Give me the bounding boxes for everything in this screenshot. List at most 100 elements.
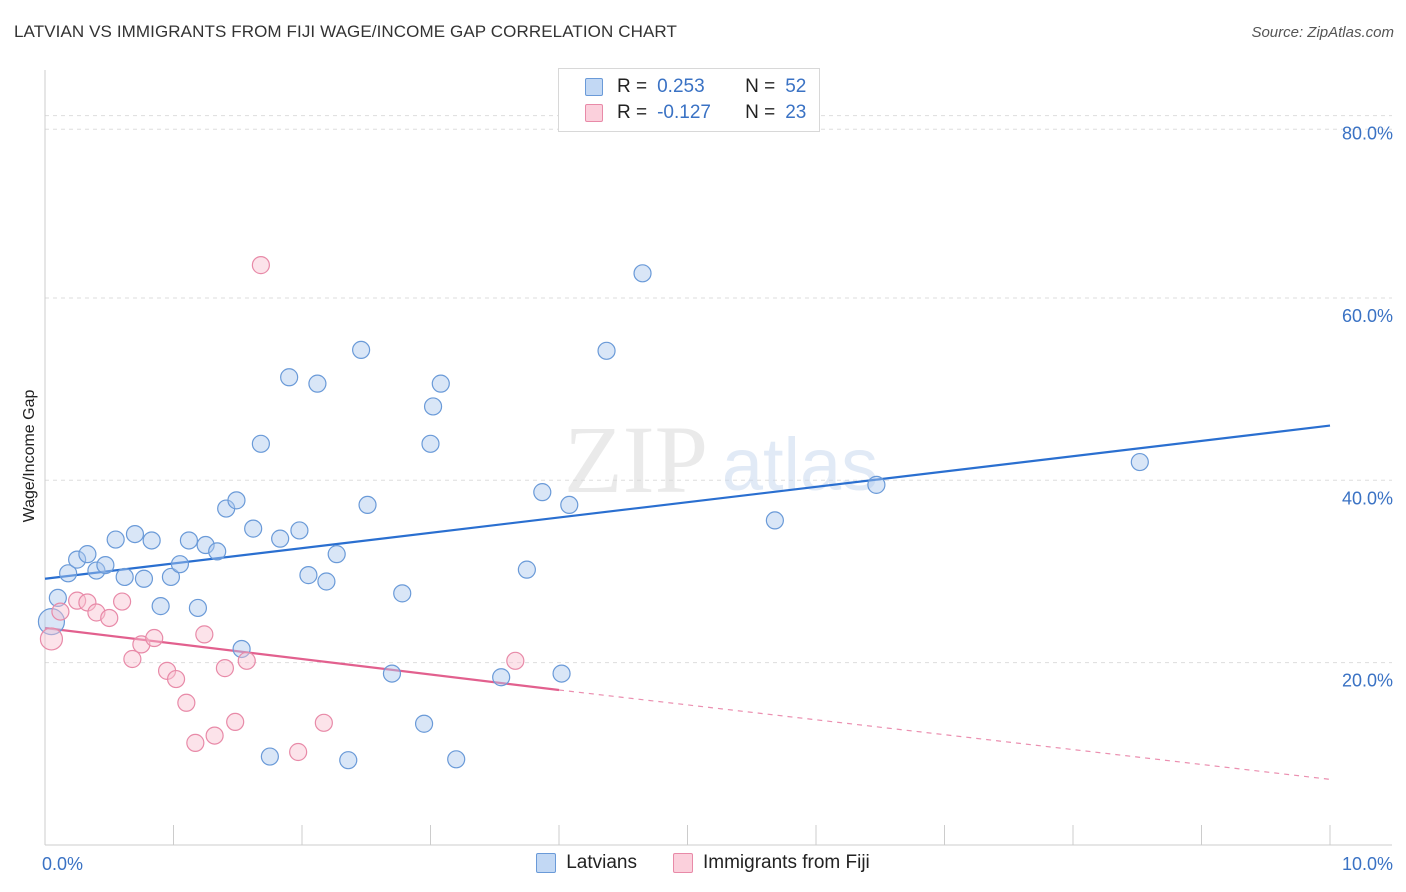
point-latvians	[317, 572, 336, 591]
point-latvians	[327, 545, 346, 564]
tick-labels: 20.0% 40.0% 60.0% 80.0% 0.0% 10.0%	[42, 124, 1393, 874]
point-latvians	[560, 495, 579, 515]
point-fiji	[289, 742, 308, 762]
point-latvians	[48, 588, 67, 608]
watermark: ZIP atlas	[564, 406, 878, 513]
point-fiji	[506, 651, 525, 670]
point-latvians	[280, 368, 299, 387]
point-latvians	[393, 584, 412, 603]
legend-swatch-latvians	[585, 78, 603, 96]
chart-title: LATVIAN VS IMMIGRANTS FROM FIJI WAGE/INC…	[14, 22, 677, 41]
point-fiji	[205, 726, 224, 745]
x-tick-label: 0.0%	[42, 854, 83, 874]
stats-legend: R = 0.253 N = 52 R = -0.127 N = 23	[558, 68, 820, 132]
legend-item-latvians[interactable]: Latvians	[536, 852, 637, 874]
legend-swatch-latvians	[536, 853, 557, 873]
point-latvians	[188, 598, 208, 618]
point-latvians	[170, 555, 190, 574]
point-fiji	[215, 659, 234, 678]
point-latvians	[414, 714, 434, 733]
point-latvians	[161, 567, 181, 587]
point-latvians	[358, 495, 377, 515]
point-latvians	[271, 529, 290, 548]
point-latvians	[227, 491, 246, 510]
legend-swatch-fiji	[585, 104, 603, 122]
watermark-atlas: atlas	[722, 423, 878, 506]
point-latvians	[423, 397, 443, 416]
point-latvians	[96, 555, 115, 575]
point-fiji	[166, 669, 186, 689]
legend-r-value: -0.127	[657, 102, 711, 123]
point-fiji	[195, 625, 214, 644]
point-fiji	[51, 602, 70, 621]
point-latvians	[421, 434, 440, 453]
point-fiji	[186, 733, 205, 752]
legend-n-value: 52	[785, 76, 807, 97]
point-latvians	[59, 564, 78, 583]
point-latvians	[260, 747, 279, 766]
point-latvians	[196, 535, 215, 555]
y-tick-label: 60.0%	[1342, 306, 1393, 326]
legend-r-label: R =	[617, 76, 648, 97]
legend-row-latvians: R = 0.253 N = 52	[559, 74, 806, 100]
point-latvians	[68, 550, 87, 569]
point-latvians	[517, 560, 536, 579]
point-latvians	[765, 511, 784, 530]
point-latvians	[115, 567, 134, 587]
point-fiji	[177, 693, 196, 712]
point-latvians	[382, 664, 402, 683]
point-latvians	[339, 751, 358, 770]
point-latvians	[633, 264, 652, 283]
source-label: Source: ZipAtlas.com	[1251, 24, 1394, 41]
point-latvians	[106, 530, 125, 549]
point-latvians	[179, 531, 199, 550]
point-fiji	[145, 628, 164, 648]
x-tick-label: 10.0%	[1342, 854, 1393, 874]
legend-swatch-fiji	[672, 853, 693, 873]
point-latvians	[533, 483, 552, 502]
axes	[44, 70, 1392, 846]
point-fiji	[226, 712, 245, 732]
series-legend: Latvians Immigrants from Fiji	[0, 852, 1406, 874]
legend-r-value: 0.253	[657, 76, 705, 97]
point-fiji	[39, 627, 64, 651]
legend-n-value: 23	[785, 102, 807, 123]
trend-line-extension-fiji	[558, 689, 1331, 780]
point-latvians	[134, 569, 154, 588]
point-latvians	[352, 340, 371, 360]
trend-line-latvians	[44, 424, 1331, 580]
point-latvians	[37, 608, 66, 636]
point-latvians	[87, 561, 106, 580]
point-latvians	[552, 664, 571, 683]
point-latvians	[151, 597, 170, 616]
trend-line-fiji	[44, 626, 560, 692]
y-tick-label: 80.0%	[1342, 124, 1393, 144]
point-fiji	[123, 649, 142, 669]
point-latvians	[867, 475, 886, 494]
point-fiji	[251, 256, 270, 275]
point-fiji	[112, 592, 132, 611]
legend-r-label: R =	[617, 102, 648, 123]
watermark-zip: ZIP	[564, 406, 708, 513]
point-latvians	[142, 531, 161, 550]
legend-n-label: N =	[745, 102, 776, 123]
point-fiji	[100, 608, 119, 628]
point-latvians	[208, 542, 227, 561]
legend-label-latvians: Latvians	[566, 852, 637, 873]
legend-item-fiji[interactable]: Immigrants from Fiji	[672, 852, 870, 874]
point-latvians	[492, 668, 511, 687]
legend-n-label: N =	[745, 76, 776, 97]
grid-lines	[45, 115, 1392, 664]
point-latvians	[125, 524, 145, 544]
point-latvians	[1130, 452, 1149, 472]
legend-label-fiji: Immigrants from Fiji	[702, 852, 870, 873]
point-latvians	[244, 519, 263, 538]
point-fiji	[314, 713, 333, 732]
point-latvians	[308, 374, 327, 393]
trend-lines	[44, 424, 1331, 780]
point-latvians	[78, 545, 97, 564]
point-fiji	[237, 651, 256, 670]
y-tick-label: 40.0%	[1342, 488, 1393, 508]
point-latvians	[232, 639, 251, 659]
